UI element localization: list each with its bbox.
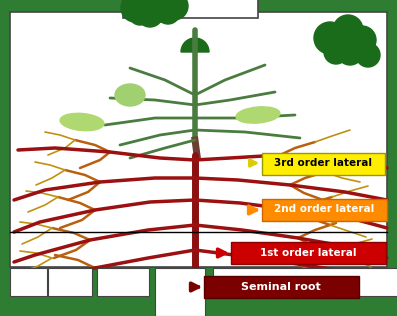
Text: 1st order lateral: 1st order lateral <box>260 247 356 258</box>
Circle shape <box>132 0 164 21</box>
FancyBboxPatch shape <box>155 268 205 316</box>
Circle shape <box>147 0 177 22</box>
FancyBboxPatch shape <box>213 268 397 296</box>
Text: 2nd order lateral: 2nd order lateral <box>274 204 374 215</box>
FancyBboxPatch shape <box>10 12 387 267</box>
FancyBboxPatch shape <box>231 241 385 264</box>
FancyBboxPatch shape <box>97 268 149 296</box>
FancyBboxPatch shape <box>204 276 358 297</box>
Circle shape <box>356 43 380 67</box>
FancyBboxPatch shape <box>262 153 385 174</box>
FancyBboxPatch shape <box>48 268 92 296</box>
FancyBboxPatch shape <box>262 198 387 221</box>
Circle shape <box>348 30 368 50</box>
Text: Seminal root: Seminal root <box>241 282 321 291</box>
Text: 3rd order lateral: 3rd order lateral <box>274 159 372 168</box>
Circle shape <box>129 3 151 25</box>
Circle shape <box>348 26 376 54</box>
Circle shape <box>156 0 180 24</box>
Ellipse shape <box>236 107 280 123</box>
Circle shape <box>337 39 363 65</box>
Ellipse shape <box>115 84 145 106</box>
FancyBboxPatch shape <box>10 268 47 296</box>
Circle shape <box>324 40 348 64</box>
Circle shape <box>314 22 346 54</box>
Ellipse shape <box>60 113 104 131</box>
Circle shape <box>137 1 163 27</box>
FancyBboxPatch shape <box>123 0 258 18</box>
Circle shape <box>333 15 363 45</box>
Circle shape <box>121 0 149 22</box>
Circle shape <box>160 0 188 20</box>
Wedge shape <box>181 38 209 52</box>
